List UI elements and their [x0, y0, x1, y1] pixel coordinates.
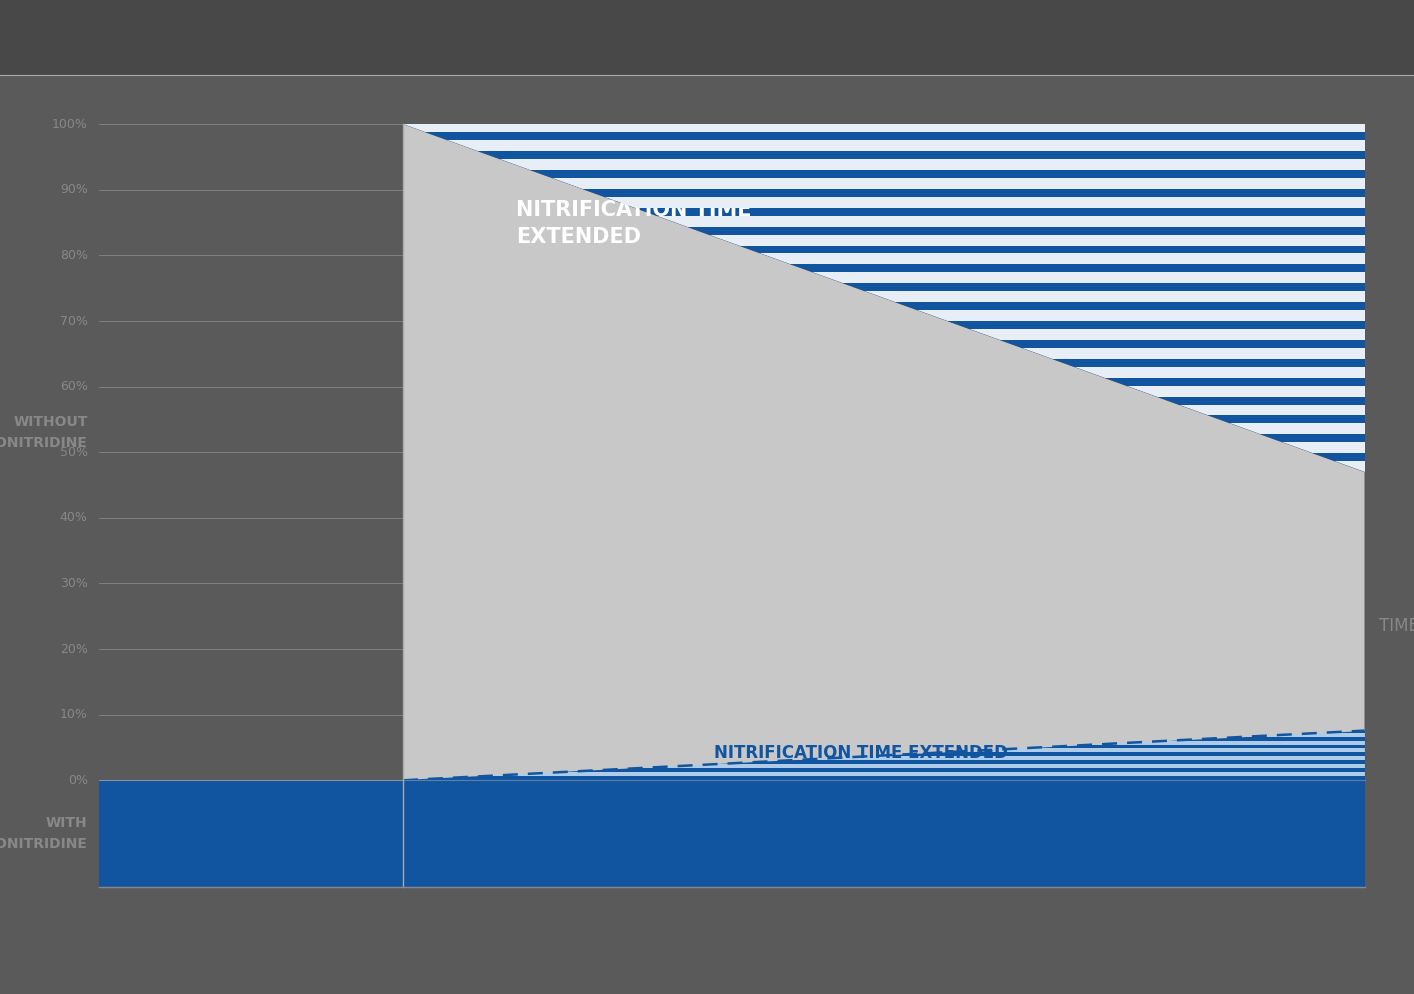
Text: NITRIFICATION TIME EXTENDED: NITRIFICATION TIME EXTENDED	[714, 744, 1008, 762]
Polygon shape	[375, 729, 1393, 733]
Text: 80%: 80%	[59, 248, 88, 262]
Polygon shape	[375, 291, 1393, 302]
Text: 90%: 90%	[59, 183, 88, 197]
Polygon shape	[375, 348, 1393, 359]
Polygon shape	[375, 367, 1393, 378]
Polygon shape	[375, 272, 1393, 283]
Text: 30%: 30%	[59, 577, 88, 590]
Text: 10%: 10%	[59, 708, 88, 722]
Polygon shape	[375, 745, 1393, 748]
Polygon shape	[375, 768, 1393, 772]
Polygon shape	[375, 461, 1393, 472]
Polygon shape	[375, 752, 1393, 756]
Polygon shape	[99, 780, 1365, 887]
Polygon shape	[375, 310, 1393, 321]
Polygon shape	[403, 124, 1365, 780]
Text: 60%: 60%	[59, 380, 88, 394]
Text: 50%: 50%	[59, 445, 88, 459]
Polygon shape	[375, 121, 1393, 132]
Text: 40%: 40%	[59, 511, 88, 525]
Text: WITH
PRONITRIDINE: WITH PRONITRIDINE	[0, 816, 88, 851]
Polygon shape	[375, 235, 1393, 246]
Polygon shape	[375, 140, 1393, 151]
Text: WITHOUT
PRONITRIDINE: WITHOUT PRONITRIDINE	[0, 415, 88, 449]
Text: NITRIFICATION TIME
EXTENDED: NITRIFICATION TIME EXTENDED	[516, 201, 752, 247]
Text: 20%: 20%	[59, 642, 88, 656]
Bar	[0, 0, 1414, 75]
Polygon shape	[375, 386, 1393, 397]
Polygon shape	[375, 178, 1393, 189]
Polygon shape	[375, 760, 1393, 764]
Text: 0%: 0%	[68, 773, 88, 787]
Polygon shape	[375, 197, 1393, 208]
Polygon shape	[375, 253, 1393, 264]
Polygon shape	[375, 405, 1393, 415]
Text: 100%: 100%	[52, 117, 88, 131]
Polygon shape	[375, 442, 1393, 453]
Polygon shape	[375, 423, 1393, 434]
Polygon shape	[375, 159, 1393, 170]
Polygon shape	[375, 737, 1393, 741]
Text: TIME: TIME	[1379, 617, 1414, 635]
Polygon shape	[375, 216, 1393, 227]
Polygon shape	[375, 776, 1393, 780]
Polygon shape	[403, 731, 1365, 780]
Polygon shape	[403, 124, 1365, 472]
Polygon shape	[375, 329, 1393, 340]
Text: 70%: 70%	[59, 314, 88, 328]
